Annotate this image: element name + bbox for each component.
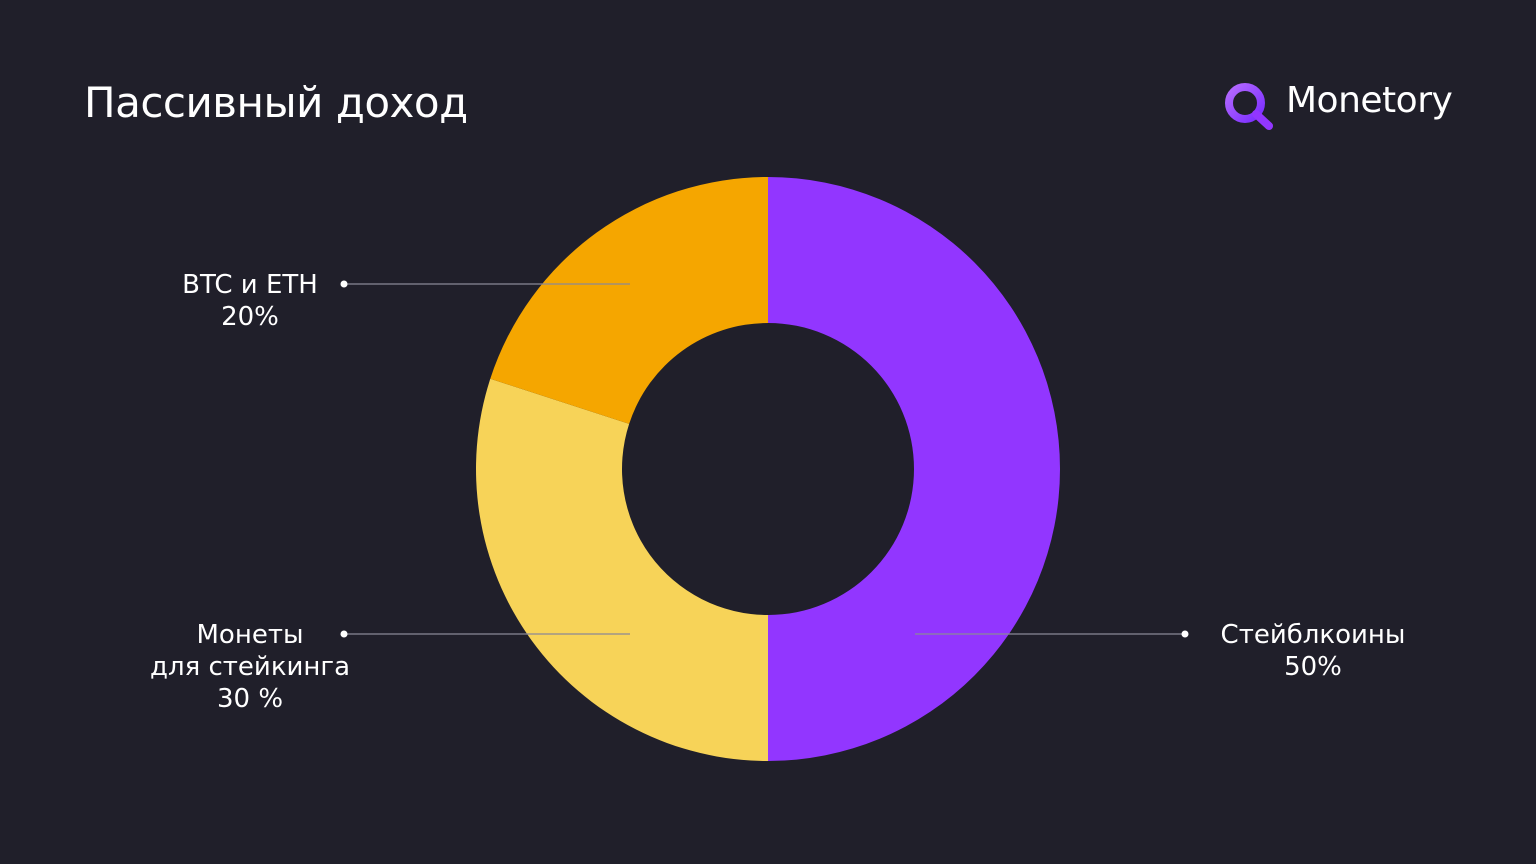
donut-segment — [768, 177, 1060, 761]
slice-label: BTC и ETH 20% — [100, 269, 400, 333]
value-label: 20% — [221, 302, 279, 332]
value-label: 30 % — [216, 684, 284, 714]
slice-label: Стейблкоины 50% — [1163, 619, 1463, 683]
logo-icon — [1225, 83, 1273, 130]
value-label: 50% — [1284, 652, 1342, 682]
slice-label: Монеты для стейкинга 30 % — [100, 619, 400, 715]
category-label: Монеты для стейкинга — [149, 620, 351, 682]
leader-dot — [1181, 630, 1189, 638]
leader-dot — [340, 630, 348, 638]
category-label: Стейблкоины — [1220, 620, 1406, 650]
logo-text: Monetory — [1286, 80, 1453, 121]
chart-title: Пассивный доход — [84, 78, 468, 127]
donut-segment — [475, 378, 768, 761]
category-label: BTC и ETH — [182, 270, 318, 300]
donut-segment — [490, 177, 768, 424]
leader-dot — [340, 280, 348, 288]
